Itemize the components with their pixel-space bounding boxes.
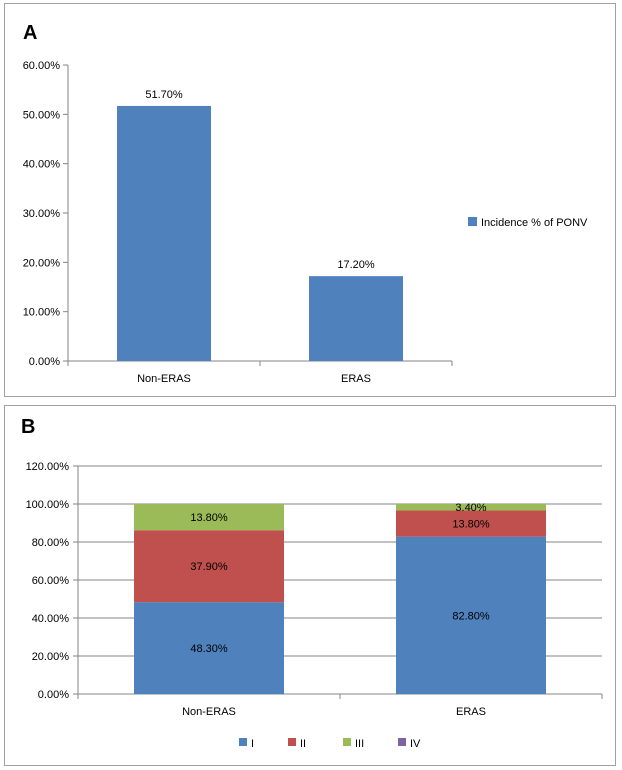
y-tick-label: 80.00%: [32, 537, 70, 549]
y-tick-label: 120.00%: [26, 461, 70, 473]
x-tick-label: Non-ERAS: [137, 373, 191, 385]
data-label: 13.80%: [190, 512, 228, 524]
legend-label: III: [355, 738, 364, 750]
data-label: 13.80%: [452, 519, 490, 531]
legend-swatch: [468, 217, 477, 226]
data-label: 17.20%: [337, 259, 375, 271]
data-label: 37.90%: [190, 561, 228, 573]
data-label: 3.40%: [455, 502, 486, 514]
bar-segment-non-eras-iii: [134, 504, 284, 531]
chart-a-svg: 0.00% 10.00% 20.00% 30.00% 40.00% 50.00% 60.00…: [23, 60, 588, 385]
y-tick-label: 0.00%: [38, 689, 69, 701]
bar-non-eras: [117, 105, 211, 362]
y-tick-label: 40.00%: [32, 613, 70, 625]
legend-swatch-iii: [343, 738, 351, 746]
data-label: 82.80%: [452, 610, 490, 622]
y-tick-label: 40.00%: [23, 159, 61, 171]
legend-swatch-iv: [398, 738, 406, 746]
y-tick-label: 60.00%: [23, 60, 61, 72]
legend-label: II: [300, 738, 306, 750]
legend-swatch-ii: [288, 738, 296, 746]
y-tick-label: 60.00%: [32, 575, 70, 587]
bar-segment-eras-iii: [396, 504, 546, 511]
legend-swatch-i: [239, 738, 247, 746]
y-tick-label: 20.00%: [23, 257, 61, 269]
bar-segment-non-eras-i: [134, 602, 284, 694]
legend-label: IV: [410, 738, 421, 750]
chart-b-svg: 0.00% 20.00% 40.00% 60.00% 80.00% 100.00% 120.…: [26, 461, 603, 750]
bar-segment-eras-ii: [396, 510, 546, 537]
y-tick-label: 10.00%: [23, 307, 61, 319]
bar-segment-non-eras-ii: [134, 530, 284, 603]
data-label: 51.70%: [145, 89, 183, 101]
x-tick-label: Non-ERAS: [182, 706, 236, 718]
x-tick-label: ERAS: [341, 373, 371, 385]
panel-label-b: B: [21, 416, 36, 438]
y-tick-label: 100.00%: [26, 499, 70, 511]
x-tick-label: ERAS: [456, 706, 486, 718]
chart-panel-b: B 0.00% 20.00% 40.00% 60.00% 80.00% 100.00% 12…: [4, 405, 616, 766]
legend-label: Incidence % of PONV: [481, 217, 588, 229]
legend-label: I: [251, 738, 254, 750]
panel-label-a: A: [23, 22, 38, 44]
y-tick-label: 30.00%: [23, 208, 61, 220]
y-tick-label: 50.00%: [23, 109, 61, 121]
bar-eras: [309, 276, 403, 361]
data-label: 48.30%: [190, 643, 228, 655]
y-tick-label: 20.00%: [32, 651, 70, 663]
y-tick-label: 0.00%: [29, 356, 60, 368]
bar-segment-eras-i: [396, 536, 546, 694]
chart-panel-a: A 0.00% 10.00% 20.00% 30.00% 40.00% 50.00% 60.…: [4, 3, 616, 397]
